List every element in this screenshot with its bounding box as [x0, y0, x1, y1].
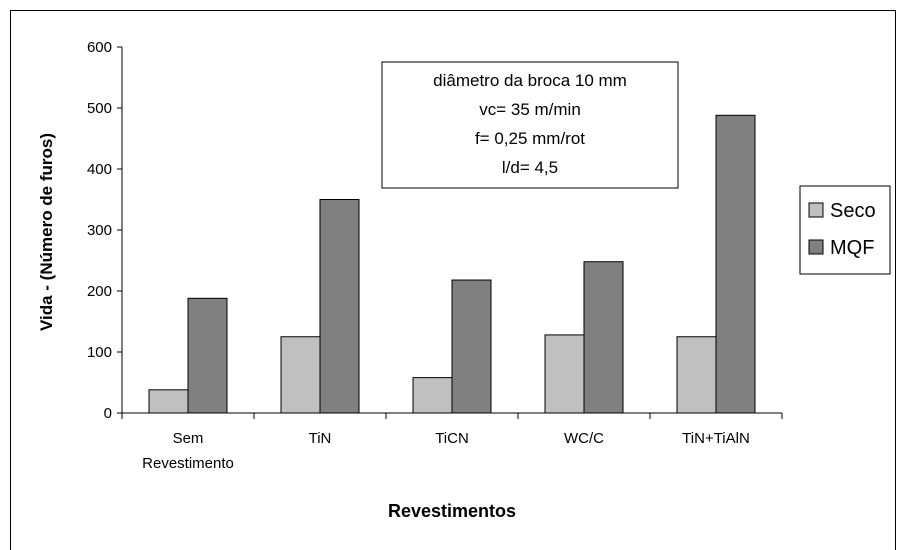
- x-axis-title: Revestimentos: [388, 501, 516, 521]
- x-axis: Sem Revestimento TiN TiCN WC/C TiN+TiAlN: [121, 412, 783, 472]
- x-category-label: TiN+TiAlN: [682, 430, 750, 447]
- legend-label-seco: Seco: [830, 200, 876, 222]
- annotation-line: diâmetro da broca 10 mm: [433, 71, 627, 90]
- x-category-label: TiCN: [435, 430, 469, 447]
- legend-swatch-mqf: [808, 239, 824, 255]
- annotation-border: [381, 61, 679, 189]
- annotation-line: l/d= 4,5: [502, 158, 558, 177]
- bar-mqf-ticn: [451, 279, 492, 414]
- x-category-label: Sem Revestimento: [142, 430, 234, 472]
- y-tick-label: 100: [87, 344, 112, 361]
- annotation-box: diâmetro da broca 10 mm vc= 35 m/min f= 0,…: [381, 61, 679, 189]
- y-axis-title: Vida - (Número de furos): [37, 133, 56, 331]
- bar-seco-tin-tialn: [676, 336, 717, 414]
- y-axis: 0 100 200 300 400 500 600: [87, 39, 123, 422]
- y-tick-label: 500: [87, 100, 112, 117]
- y-tick-label: 200: [87, 283, 112, 300]
- y-tick-label: 400: [87, 161, 112, 178]
- legend-swatch-seco: [808, 202, 824, 218]
- bar-mqf-tin: [319, 199, 360, 414]
- bars: [148, 114, 756, 414]
- legend-label-mqf: MQF: [830, 237, 874, 259]
- y-tick-label: 300: [87, 222, 112, 239]
- bar-seco-wc-c: [544, 334, 585, 414]
- bar-seco-sem-revestimento: [148, 389, 189, 414]
- bar-mqf-sem-revestimento: [187, 297, 228, 414]
- bar-mqf-wc-c: [583, 261, 624, 414]
- legend-border: [799, 185, 891, 275]
- bar-seco-tin: [280, 336, 321, 414]
- x-category-label: TiN: [309, 430, 332, 447]
- legend: Seco MQF: [799, 185, 891, 275]
- bar-seco-ticn: [412, 377, 453, 414]
- bar-mqf-tin-tialn: [715, 114, 756, 414]
- annotation-line: f= 0,25 mm/rot: [475, 129, 585, 148]
- y-tick-label: 0: [104, 405, 112, 422]
- annotation-line: vc= 35 m/min: [479, 100, 581, 119]
- y-tick-label: 600: [87, 39, 112, 56]
- x-category-label: WC/C: [564, 430, 604, 447]
- chart-frame: [10, 10, 896, 550]
